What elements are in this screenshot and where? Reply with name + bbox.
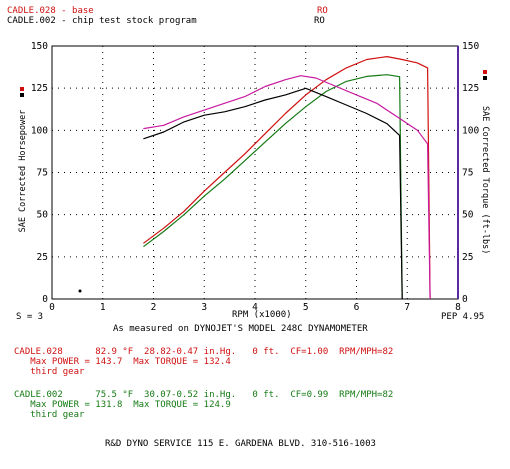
- series-line-cadle-002-horsepower: [143, 74, 403, 300]
- series-line-cadle-002-torque: [143, 87, 403, 300]
- x-tick-label: 3: [201, 302, 207, 313]
- run2-summary-line2: Max POWER = 131.8 Max TORQUE = 124.9: [14, 400, 231, 410]
- y-tick-label-left: 50: [37, 210, 49, 221]
- run1-tag: RO: [317, 6, 328, 16]
- y-tick-label-right: 100: [462, 125, 479, 136]
- x-tick-label: 2: [151, 302, 157, 313]
- origin-dot: [78, 289, 82, 293]
- run2-summary-line3: third gear: [14, 410, 85, 420]
- y-tick-label-left: 25: [37, 252, 48, 263]
- run1-title: CADLE.028 - base: [7, 6, 94, 16]
- chart-caption: As measured on DYNOJET'S MODEL 248C DYNA…: [113, 324, 368, 334]
- right-legend-marker-black: [483, 76, 487, 80]
- dyno-chart: 0 1 2 3 4 5 6 7 80255075100125150025507510012515…: [31, 41, 480, 313]
- y-tick-label-left: 75: [37, 168, 48, 179]
- y-tick-label-left: 125: [31, 83, 48, 94]
- pep-note: PEP 4.95: [441, 312, 485, 322]
- x-tick-label: 7: [404, 302, 410, 313]
- run1-summary-line3: third gear: [14, 367, 85, 377]
- x-tick-label: 4: [252, 302, 258, 313]
- right-legend-marker-red: [483, 70, 487, 74]
- y-tick-label-left: 100: [31, 125, 48, 136]
- run2-summary-line1: CADLE.002 75.5 °F 30.07-0.52 in.Hg. 0 ft…: [14, 390, 394, 400]
- y-tick-label-right: 150: [462, 41, 479, 52]
- y-tick-label-right: 0: [462, 294, 468, 305]
- run1-summary-line1: CADLE.028 82.9 °F 28.82-0.47 in.Hg. 0 ft…: [14, 347, 394, 357]
- x-tick-label: 8: [455, 302, 461, 313]
- x-tick-label: 1: [100, 302, 106, 313]
- x-axis-label: RPM (x1000): [232, 310, 292, 320]
- y-tick-label-right: 75: [462, 168, 473, 179]
- series-line-cadle-028-horsepower: [143, 55, 431, 300]
- x-tick-label: 6: [354, 302, 360, 313]
- x-tick-label: 5: [303, 302, 309, 313]
- run2-tag: RO: [314, 16, 325, 26]
- run2-title: CADLE.002 - chip test stock program: [7, 16, 197, 26]
- y-tick-label-left: 150: [31, 41, 48, 52]
- left-legend-marker-red: [20, 87, 24, 91]
- y-tick-label-right: 125: [462, 83, 479, 94]
- x-tick-label: 0: [49, 302, 55, 313]
- left-legend-marker-black: [20, 93, 24, 97]
- y-tick-label-right: 50: [462, 210, 474, 221]
- y-tick-label-left: 0: [42, 294, 48, 305]
- y-tick-label-right: 25: [462, 252, 473, 263]
- run1-summary-line2: Max POWER = 143.7 Max TORQUE = 132.4: [14, 357, 231, 367]
- shop-footer: R&D DYNO SERVICE 115 E. GARDENA BLVD. 31…: [105, 439, 376, 449]
- smoothing-note: S = 3: [16, 312, 44, 322]
- series-line-cadle-028-torque: [143, 75, 431, 300]
